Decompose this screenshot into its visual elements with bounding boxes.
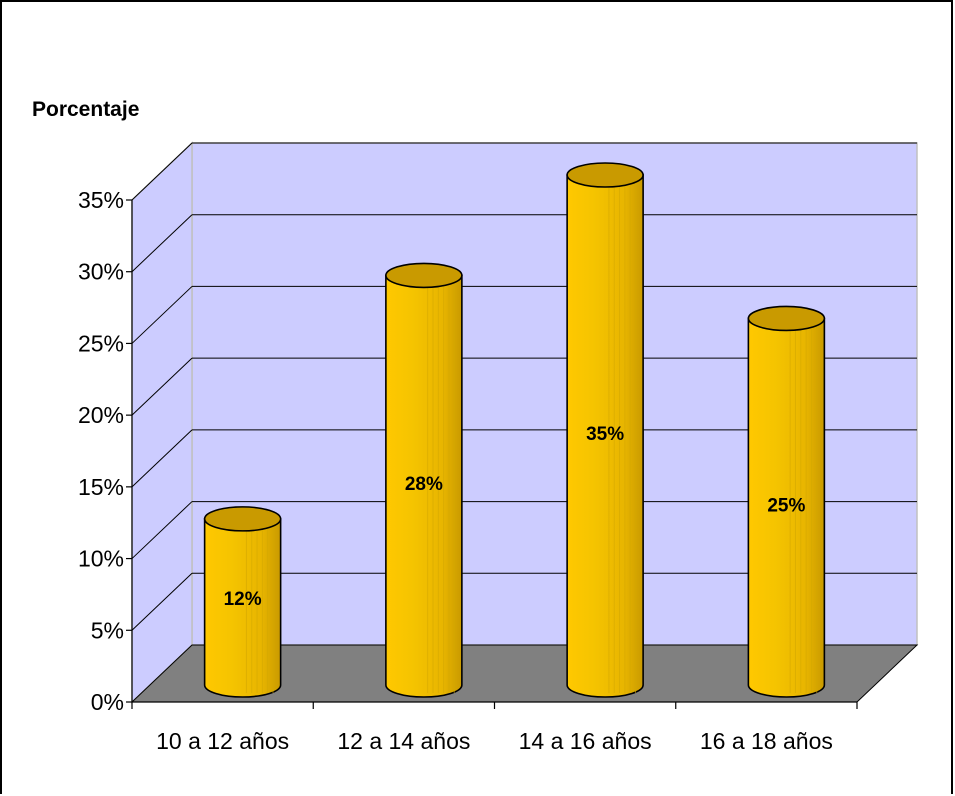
side-wall (131, 141, 193, 704)
data-label: 25% (767, 496, 805, 517)
cylinder-body (747, 317, 826, 698)
y-axis-title: Porcentaje (32, 98, 139, 121)
y-tick-label: 5% (91, 617, 124, 643)
side-gridline (131, 501, 193, 559)
y-tick-label: 30% (78, 259, 124, 285)
y-tick-label: 20% (78, 402, 124, 428)
data-label: 12% (224, 589, 262, 610)
bars (203, 162, 826, 698)
x-category-label: 16 a 18 años (700, 728, 833, 754)
y-tick-label: 25% (78, 330, 124, 356)
side-gridline (131, 572, 193, 631)
cylinder-bar (566, 162, 644, 698)
y-tick-label: 10% (78, 546, 124, 572)
side-gridline (131, 429, 193, 488)
cylinder-bar (747, 305, 826, 698)
data-label: 28% (405, 474, 443, 495)
cylinder-top (747, 305, 826, 332)
y-tick-label: 35% (78, 187, 124, 213)
cylinder-body (203, 518, 282, 698)
x-category-label: 10 a 12 años (156, 728, 289, 754)
data-label: 35% (586, 424, 624, 445)
cylinder-top (385, 262, 463, 289)
side-gridline (131, 142, 193, 201)
axes: 0% 5% 10% 15% 20% 25% 30% 35% 10 a 12 años 12 a 1… (78, 187, 858, 754)
labels: 12% 28% 35% 25% (224, 424, 806, 610)
x-category-label: 12 a 14 años (337, 728, 470, 754)
side-gridline (131, 214, 193, 273)
x-category-label: 14 a 16 años (519, 728, 652, 754)
y-tick-label: 0% (91, 689, 124, 715)
cylinder-bar (203, 506, 282, 698)
cylinder-top (203, 506, 282, 532)
cylinder-top (566, 162, 644, 188)
cylinder-body (566, 174, 644, 698)
cylinder-body (385, 274, 463, 698)
side-gridline (131, 357, 193, 416)
cylinder-bar (385, 262, 463, 698)
side-gridline (131, 286, 193, 344)
y-tick-label: 15% (78, 474, 124, 500)
